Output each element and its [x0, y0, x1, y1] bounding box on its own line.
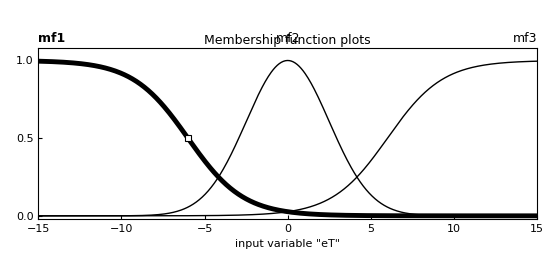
- X-axis label: input variable "eT": input variable "eT": [235, 239, 340, 249]
- Text: mf3: mf3: [512, 32, 537, 45]
- Title: Membership function plots: Membership function plots: [204, 34, 371, 47]
- Text: mf1: mf1: [38, 32, 66, 45]
- Text: mf2: mf2: [276, 32, 300, 45]
